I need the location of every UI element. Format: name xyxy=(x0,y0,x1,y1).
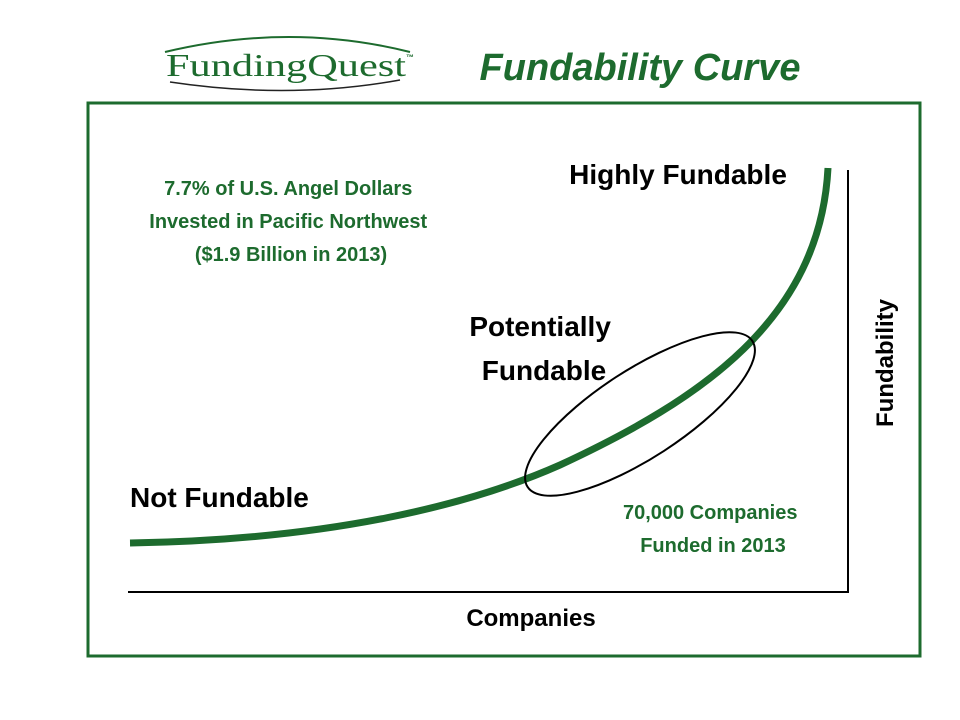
annotation-line: Invested in Pacific Northwest xyxy=(149,211,427,233)
annotation-line: 70,000 Companies xyxy=(623,502,798,524)
title: Fundability Curve xyxy=(480,47,801,89)
annotation-top: 7.7% of U.S. Angel Dollars Invested in P… xyxy=(149,178,432,266)
annotation-line: 7.7% of U.S. Angel Dollars xyxy=(164,178,412,200)
x-axis-label: Companies xyxy=(466,605,595,632)
logo-trademark: ™ xyxy=(406,53,414,62)
logo-name: FundingQuest xyxy=(166,47,406,83)
label-line: Potentially xyxy=(469,311,611,342)
label-potential: Potentially Fundable xyxy=(469,311,618,386)
logo-swoosh xyxy=(169,79,401,92)
label-low: Not Fundable xyxy=(130,482,309,513)
logo-swoosh xyxy=(164,36,411,53)
highlight-ellipse xyxy=(524,331,756,497)
annotation-bottom: 70,000 Companies Funded in 2013 xyxy=(623,502,803,557)
label-line: Fundable xyxy=(482,355,606,386)
annotation-line: ($1.9 Billion in 2013) xyxy=(195,244,387,266)
annotation-line: Funded in 2013 xyxy=(640,535,786,557)
label-high: Highly Fundable xyxy=(569,159,787,190)
y-axis-label: Fundability xyxy=(872,298,899,427)
frame xyxy=(86,101,922,658)
curve xyxy=(129,167,832,547)
